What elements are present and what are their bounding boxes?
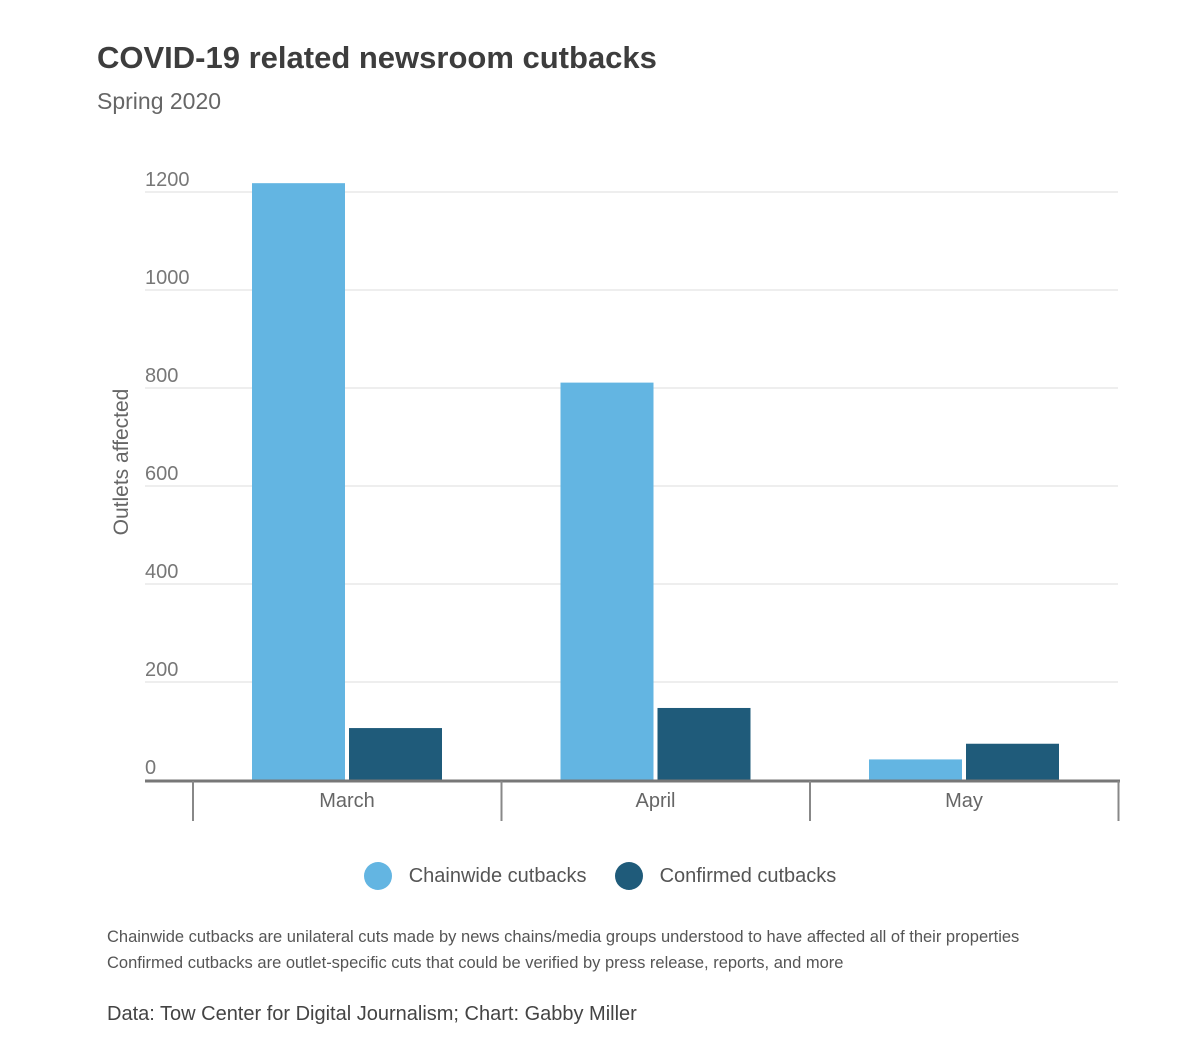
x-tick-label: March <box>319 790 375 812</box>
y-tick-label: 1000 <box>145 267 190 289</box>
chart-subtitle: Spring 2020 <box>97 88 222 114</box>
legend-swatch-confirmed <box>614 862 643 890</box>
bar-chainwide-cutbacks <box>869 759 962 780</box>
bar-chainwide-cutbacks <box>560 382 654 780</box>
bar-confirmed-cutbacks <box>966 743 1059 780</box>
chart-source: Data: Tow Center for Digital Journalism;… <box>107 1003 637 1025</box>
y-tick-labels: 0 200 400 600 800 1000 1200 <box>145 169 190 779</box>
y-tick-label: 200 <box>145 659 178 681</box>
chart-notes: Chainwide cutbacks are unilateral cuts m… <box>107 924 1019 976</box>
note-chainwide: Chainwide cutbacks are unilateral cuts m… <box>107 928 1020 946</box>
x-axis: March April May <box>145 779 1120 821</box>
y-axis-label: Outlets affected <box>110 389 133 536</box>
bar-confirmed-cutbacks <box>657 707 751 780</box>
bar-confirmed-cutbacks <box>349 728 442 780</box>
bar-chart: 0 200 400 600 800 1000 1200 Outlets affected M… <box>110 169 1120 821</box>
y-tick-label: 400 <box>145 561 178 583</box>
note-confirmed: Confirmed cutbacks are outlet-specific c… <box>107 954 844 972</box>
legend-label-confirmed: Confirmed cutbacks <box>659 864 837 887</box>
legend-item-confirmed: Confirmed cutbacks <box>614 862 837 890</box>
legend-label-chainwide: Chainwide cutbacks <box>408 864 587 887</box>
legend-item-chainwide: Chainwide cutbacks <box>363 862 587 890</box>
x-tick-label: May <box>945 790 983 812</box>
bars <box>252 183 1059 780</box>
y-tick-label: 600 <box>145 463 178 485</box>
y-tick-label: 800 <box>145 365 178 387</box>
legend-swatch-chainwide <box>363 862 392 890</box>
chart-title: COVID-19 related newsroom cutbacks <box>97 40 657 75</box>
legend: Chainwide cutbacks Confirmed cutbacks <box>0 862 1200 890</box>
y-tick-label: 0 <box>145 757 156 779</box>
bar-chainwide-cutbacks <box>252 183 345 780</box>
y-tick-label: 1200 <box>145 169 190 191</box>
x-tick-label: April <box>635 790 675 812</box>
